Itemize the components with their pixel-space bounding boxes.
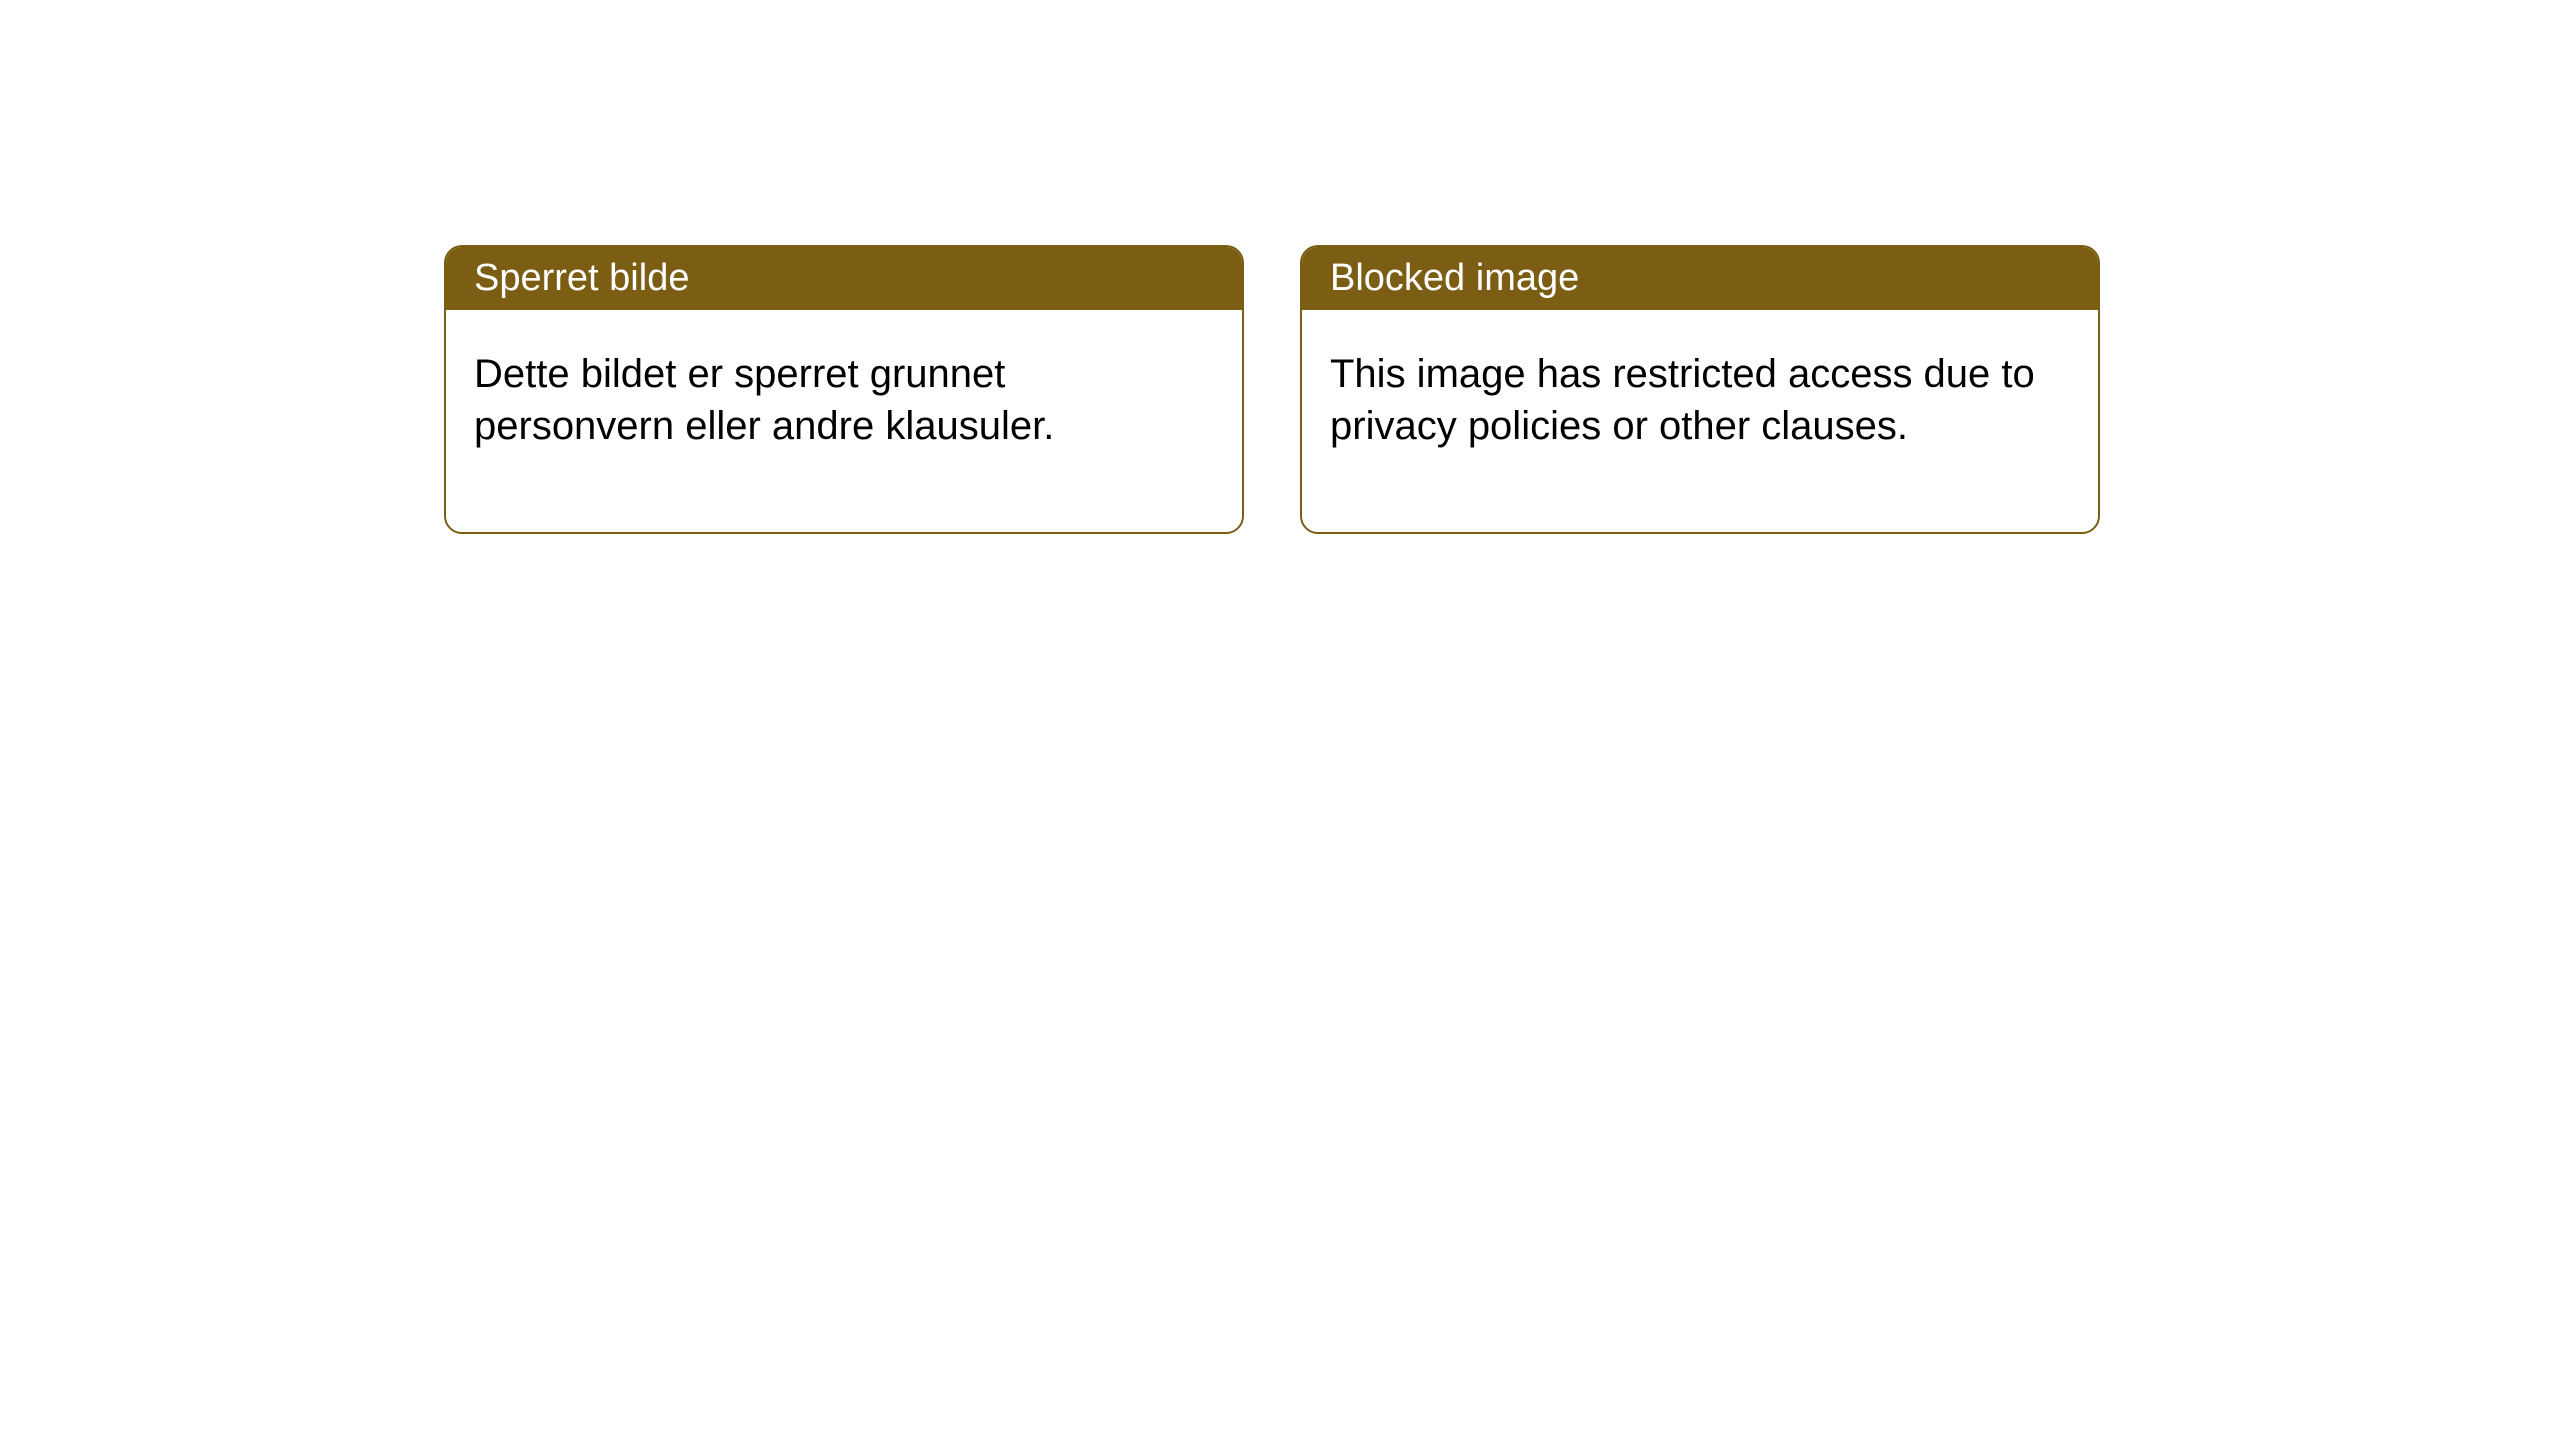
- notice-container: Sperret bilde Dette bildet er sperret gr…: [444, 245, 2100, 534]
- notice-title-norwegian: Sperret bilde: [446, 247, 1242, 310]
- notice-card-norwegian: Sperret bilde Dette bildet er sperret gr…: [444, 245, 1244, 534]
- notice-title-english: Blocked image: [1302, 247, 2098, 310]
- notice-body-english: This image has restricted access due to …: [1302, 310, 2098, 532]
- notice-card-english: Blocked image This image has restricted …: [1300, 245, 2100, 534]
- notice-body-norwegian: Dette bildet er sperret grunnet personve…: [446, 310, 1242, 532]
